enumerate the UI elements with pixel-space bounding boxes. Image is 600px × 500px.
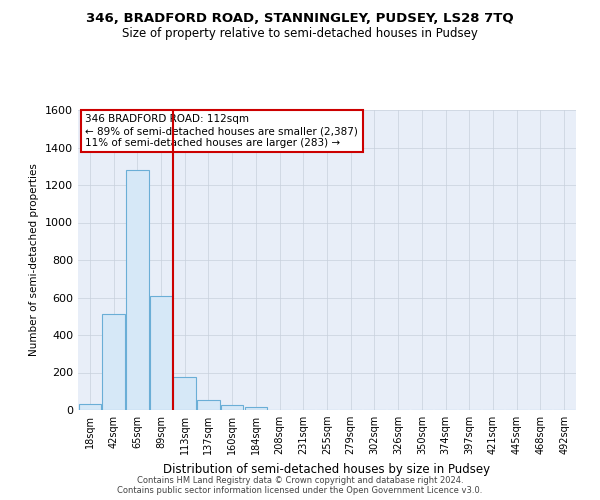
Bar bbox=[126, 170, 149, 410]
Bar bbox=[103, 314, 125, 410]
Text: 346, BRADFORD ROAD, STANNINGLEY, PUDSEY, LS28 7TQ: 346, BRADFORD ROAD, STANNINGLEY, PUDSEY,… bbox=[86, 12, 514, 26]
Bar bbox=[245, 407, 267, 410]
Bar bbox=[150, 296, 172, 410]
X-axis label: Distribution of semi-detached houses by size in Pudsey: Distribution of semi-detached houses by … bbox=[163, 462, 491, 475]
Text: Contains public sector information licensed under the Open Government Licence v3: Contains public sector information licen… bbox=[118, 486, 482, 495]
Text: Size of property relative to semi-detached houses in Pudsey: Size of property relative to semi-detach… bbox=[122, 28, 478, 40]
Text: 346 BRADFORD ROAD: 112sqm
← 89% of semi-detached houses are smaller (2,387)
11% : 346 BRADFORD ROAD: 112sqm ← 89% of semi-… bbox=[85, 114, 358, 148]
Bar bbox=[79, 404, 101, 410]
Bar bbox=[221, 406, 244, 410]
Text: Contains HM Land Registry data © Crown copyright and database right 2024.: Contains HM Land Registry data © Crown c… bbox=[137, 476, 463, 485]
Bar bbox=[197, 400, 220, 410]
Y-axis label: Number of semi-detached properties: Number of semi-detached properties bbox=[29, 164, 40, 356]
Bar bbox=[173, 376, 196, 410]
